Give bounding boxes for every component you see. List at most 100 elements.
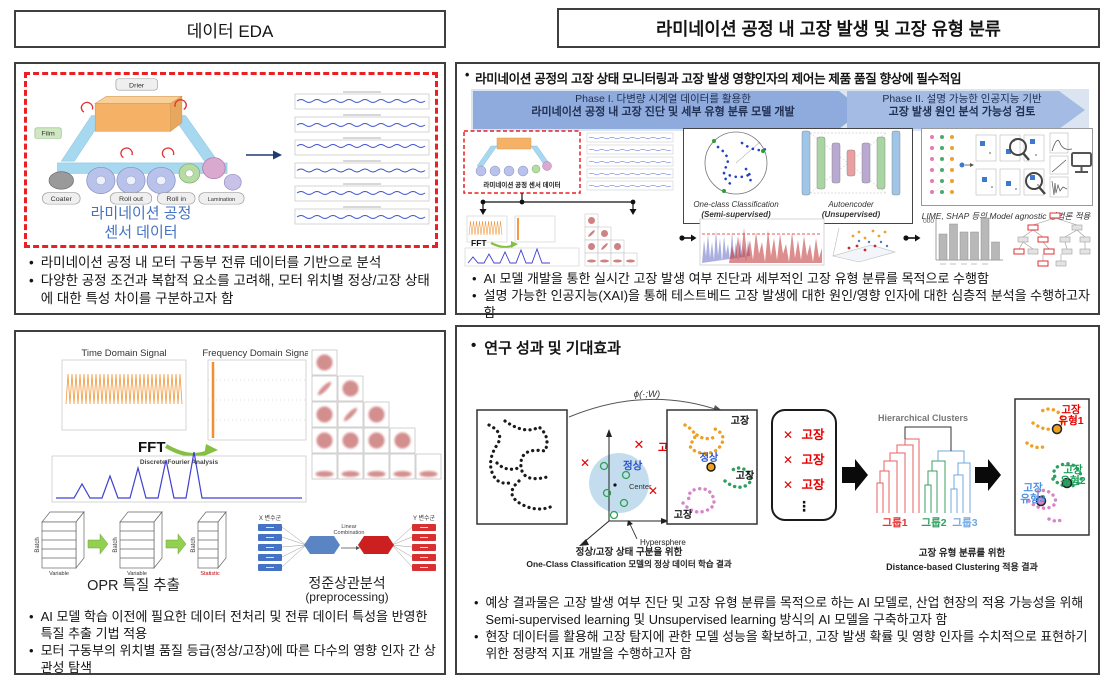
signal-overlay-plot [699,218,825,266]
panel-fault-classification: 라미네이션 공정의 고장 상태 모니터링과 고장 발생 영향인자의 제어는 제품… [455,62,1100,320]
cca-diagram: X 변수군 Y 변수군 [258,514,436,571]
magnifier-icon [1009,138,1046,195]
fault-type1-label: 고장 유형1 [1058,404,1084,428]
fault-type2-label: 고장 유형2 [1060,464,1086,488]
group1-label: 그룹1 [882,517,907,529]
cluster-result-box [1014,398,1090,536]
cca-caption-sub: (preprocessing) [305,590,389,604]
cca-caption-main: 정준상관분석 [308,575,386,591]
fault-label: 고장 [736,469,755,482]
header-left-title: 데이터 EDA [186,21,274,41]
opr-variable-label-1: Variable [49,571,69,576]
cca-link-label: Linear Combination [333,524,365,537]
fft-label: FFT [138,439,166,456]
xai-caption: LIME, SHAP 등의 Model agnostic 방법론 적용 [921,211,1091,221]
results-bullets: 예상 결과물은 고장 발생 여부 진단 및 고장 유형 분류를 목적으로 하는 … [469,595,1093,663]
opr-caption: OPR 특질 추출 [87,578,180,594]
dot-arrow-icon-2 [903,234,921,242]
cca-u-node [304,536,340,554]
dot-arrow-icon-1 [679,234,697,242]
scatter-3d-plot [831,227,897,263]
eda-bullet-2: 다양한 공정 조건과 복합적 요소를 고려해, 모터 위치별 정상/고장 상태에… [40,272,430,306]
phi-label: ϕ(·;W) [634,389,660,400]
sensor-data-caption: 라미네이션 공정 센서 데이터 [90,205,192,241]
fft-arrow-icon [164,444,209,457]
group3-label: 그룹3 [952,517,977,529]
results-bullet-1: 예상 결과물은 고장 발생 여부 진단 및 고장 유형 분류를 목적으로 하는 … [485,595,1084,627]
label-roll-out: Roll out [119,196,143,203]
opr-batch-label-2: Batch [113,537,119,552]
label-drier: Drier [129,83,145,90]
panel-data-eda: Drier Film Co [14,62,446,315]
sensor-timeseries-plots [294,91,430,225]
fft-figure: Time Domain Signal FFT Frequency Domain … [51,348,308,503]
phase-chevrons [473,91,1085,129]
phase1-chevron [473,91,863,129]
eda-bullets: 라미네이션 공정 내 모터 구동부 전류 데이터를 기반으로 분석 다양한 공정… [24,254,440,307]
opr-feature-diagram: Batch Variable Batch Variable Batch Stat… [35,511,227,576]
fault-label: 고장 [801,452,825,467]
pipeline-input-cluster: 라미네이션 공정 센서 데이터 FFT [463,130,674,267]
lamination-sensor-figure: Drier Film Co [24,72,438,248]
opr-batch-label-3: Batch [191,537,197,552]
label-lamination: Lamination [208,197,236,203]
x-mark-icon: ✕ [783,453,793,467]
dendrogram-group3 [950,462,971,513]
fault-label: 고장 [801,427,825,442]
opr-statistic-label: Statistic [200,571,220,576]
fault-label: 고장 [731,414,750,427]
hypersphere-circle [589,453,649,513]
mini-fft-label: FFT [471,238,487,248]
opr-arrow-icon-1 [87,533,109,555]
center-label: Center [629,482,652,491]
fault-bullet-1: AI 모델 개발을 통한 실시간 고장 발생 여부 진단과 세부적인 고장 유형… [483,271,989,286]
ae-title: Autoencoder [827,200,874,209]
x-mark-icon: ✕ [648,484,658,498]
normal-label: 정상 [700,451,719,464]
fault-bullet-2: 설명 가능한 인공지능(XAI)을 통해 테스트베드 고장 발생에 대한 원인/… [483,288,1090,321]
freq-domain-title: Frequency Domain Signal [202,348,308,359]
scatter-matrix [311,349,442,480]
normal-label: 정상 [623,459,643,472]
model-box: One-class Classification (Semi-supervise… [683,128,913,224]
importance-bar-chart: 1000 [923,217,1003,265]
fault-label: 고장 [674,508,693,521]
dendrogram-group1 [876,438,920,513]
xai-network [930,135,954,194]
decision-tree-diagram [1013,212,1091,267]
lamination-process-diagram: Drier Film Co [34,78,245,205]
fault-type3-label: 고장 유형3 [1020,482,1046,506]
phase-banner: Phase I. 다변량 시계열 데이터를 활용한 라미네이션 공정 내 고장 … [471,89,1089,131]
feature-bullets: AI 모델 학습 이전에 필요한 데이터 전처리 및 전류 데이터 특성을 반영… [24,608,440,677]
opr-arrow-icon-2 [165,533,187,555]
autoencoder-layers [801,130,901,196]
ellipsis: ⋮ [797,498,811,514]
results-bullet-2: 현장 데이터를 활용해 고장 탐지에 관한 모델 성능을 확보하고, 고장 발생… [485,628,1088,661]
branch-connector [482,193,634,209]
x-mark-icon: ✕ [783,478,793,492]
occ-result-caption-2: One-Class Classification 모델의 정상 데이터 학습 결… [526,559,732,569]
hc-title: Hierarchical Clusters [878,413,968,423]
mini-sensor-plots [586,132,674,191]
time-domain-wave [65,373,183,405]
feature-bullet-1: AI 모델 학습 이전에 필요한 데이터 전처리 및 전류 데이터 특성을 반영… [40,609,428,642]
dendrogram-group2 [924,460,946,513]
panel-feature-extraction: Time Domain Signal FFT Frequency Domain … [14,330,446,675]
clustering-caption-1: 고장 유형 분류를 위한 [919,547,1006,559]
hypersphere-label: Hypersphere [640,538,686,547]
x-mark-icon: ✕ [634,437,645,452]
label-coater: Coater [51,196,73,203]
cca-x-group-label: X 변수군 [259,514,282,522]
occ-sub: (Semi-supervised) [701,210,771,219]
occ-result-caption-1: 정상/고장 상태 구분을 위한 [576,546,683,558]
opr-variable-label-2: Variable [127,571,147,576]
fault-headline: 라미네이션 공정의 고장 상태 모니터링과 고장 발생 영향인자의 제어는 제품… [463,68,1097,87]
label-roll-in: Roll in [166,196,186,203]
fault-bullets: AI 모델 개발을 통한 실시간 고장 발생 여부 진단과 세부적인 고장 유형… [467,270,1097,321]
header-right: 라미네이션 공정 내 고장 발생 및 고장 유형 분류 [557,8,1100,48]
fault-list-box [771,409,837,521]
results-diagram: ϕ(·;W) Center ✕ ✕ ✕ 고장 정상 Hypersphere [476,389,1090,572]
header-right-title: 라미네이션 공정 내 고장 발생 및 고장 유형 분류 [656,18,1001,39]
cca-v-node [358,536,394,554]
